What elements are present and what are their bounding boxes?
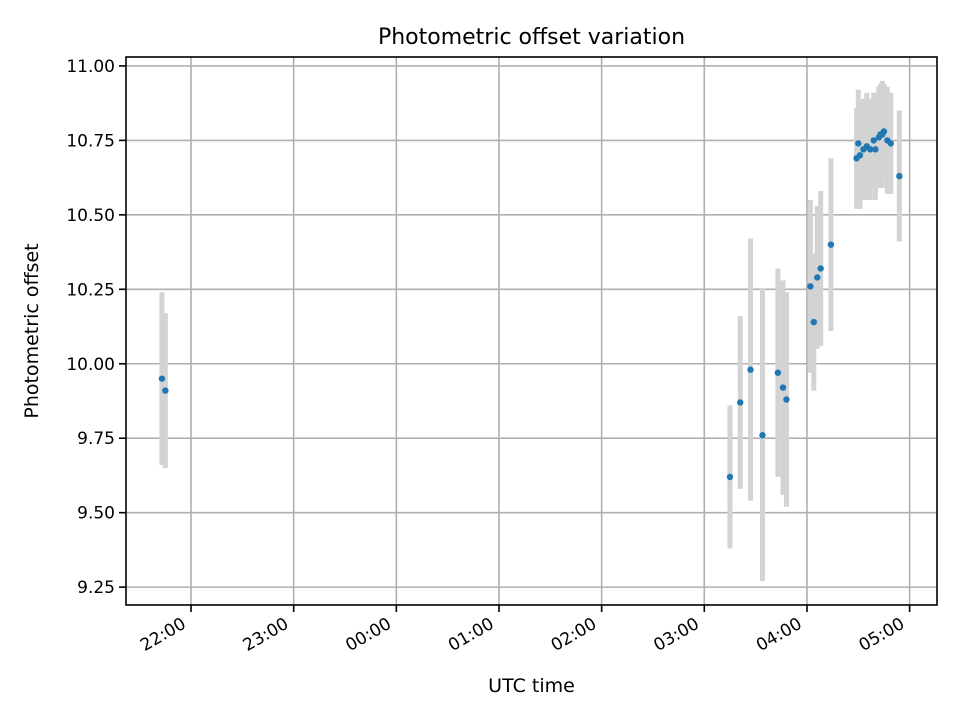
y-tick-label: 10.75 bbox=[66, 131, 115, 151]
data-point bbox=[807, 283, 814, 290]
y-tick-label: 10.25 bbox=[66, 280, 115, 300]
data-point bbox=[783, 396, 790, 403]
y-tick-label: 10.50 bbox=[66, 206, 115, 226]
data-point bbox=[880, 128, 888, 135]
data-point bbox=[872, 146, 879, 153]
x-axis-label: UTC time bbox=[488, 675, 575, 697]
data-point bbox=[817, 265, 824, 272]
y-axis-label: Photometric offset bbox=[21, 243, 43, 418]
data-point bbox=[867, 146, 874, 153]
data-point bbox=[774, 369, 782, 376]
grid bbox=[126, 57, 937, 605]
data-point bbox=[747, 366, 754, 373]
data-point bbox=[827, 241, 835, 248]
data-points bbox=[158, 128, 903, 481]
axis-ticks: 22:00 23:00 00:00 01:00 02:00 03:00 04:00 05:00… bbox=[66, 57, 911, 656]
chart-title: Photometric offset variation bbox=[378, 25, 685, 50]
data-point bbox=[870, 137, 877, 144]
y-tick-label: 9.75 bbox=[77, 429, 115, 449]
data-point bbox=[158, 375, 166, 382]
plot-frame bbox=[125, 56, 938, 606]
data-point bbox=[737, 399, 744, 406]
data-point bbox=[759, 432, 766, 439]
data-point bbox=[810, 318, 818, 326]
y-tick-label: 10.00 bbox=[66, 355, 115, 375]
data-point bbox=[162, 387, 169, 394]
y-tick-label: 9.25 bbox=[77, 578, 115, 598]
data-point bbox=[896, 172, 903, 180]
data-point bbox=[856, 152, 864, 159]
data-point bbox=[887, 140, 895, 147]
y-tick-label: 9.50 bbox=[77, 504, 115, 524]
data-point bbox=[779, 384, 787, 391]
y-tick-label: 11.00 bbox=[66, 57, 115, 77]
data-point bbox=[814, 274, 821, 281]
data-point bbox=[855, 140, 862, 147]
data-point bbox=[726, 473, 734, 481]
